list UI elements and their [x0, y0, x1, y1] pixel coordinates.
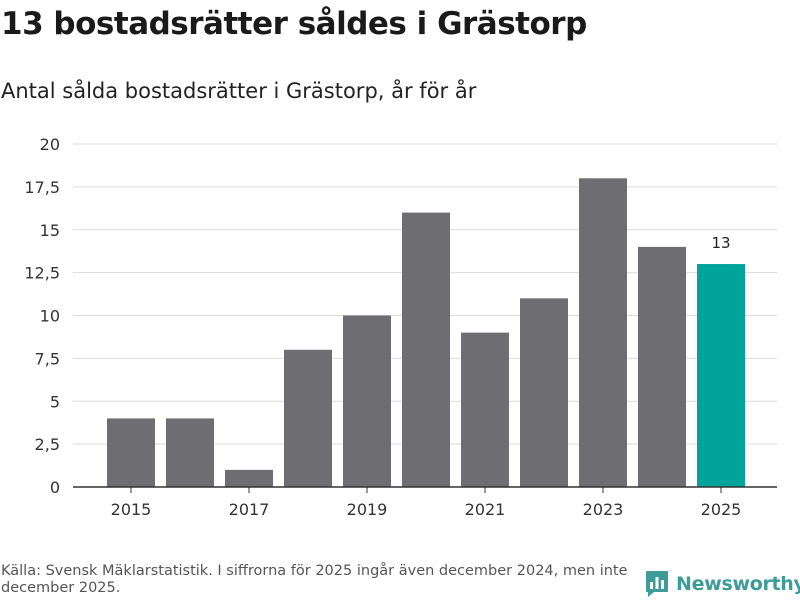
x-tick-label: 2025: [701, 500, 742, 519]
chart-subtitle: Antal sålda bostadsrätter i Grästorp, år…: [1, 79, 477, 103]
x-tick-label: 2019: [347, 500, 388, 519]
logo-text: Newsworthy: [676, 573, 800, 595]
x-axis-ticks: 2015 2017 2019 2021 2023 2025: [111, 487, 742, 519]
x-tick-label: 2021: [465, 500, 506, 519]
bar-2017: [225, 469, 273, 487]
y-tick-label: 17,5: [24, 178, 60, 197]
bar-2019: [343, 315, 391, 487]
data-label-2025: 13: [711, 234, 730, 252]
x-tick-label: 2017: [229, 500, 270, 519]
data-labels: 13: [711, 234, 730, 252]
bar-2022: [520, 298, 568, 487]
x-tick-label: 2023: [583, 500, 624, 519]
bar-2025: [697, 264, 745, 487]
y-tick-label: 20: [40, 135, 60, 154]
y-axis-ticks: 0 2,5 5 7,5 10 12,5 15 17,5 20: [24, 135, 60, 497]
y-tick-label: 15: [40, 221, 60, 240]
bar-2015: [107, 418, 155, 487]
y-tick-label: 0: [50, 478, 60, 497]
bar-2023: [579, 178, 627, 488]
bar-chart-icon: [646, 571, 668, 597]
bar-2018: [284, 349, 332, 487]
y-tick-label: 12,5: [24, 264, 60, 283]
chart-title: 13 bostadsrätter såldes i Grästorp: [1, 6, 587, 42]
source-note: Källa: Svensk Mäklarstatistik. I siffror…: [1, 563, 628, 596]
bars: [107, 178, 745, 488]
newsworthy-logo: Newsworthy: [645, 569, 800, 599]
bar-2024: [638, 246, 686, 487]
x-tick-label: 2015: [111, 500, 152, 519]
y-tick-label: 2,5: [35, 435, 60, 454]
y-tick-label: 10: [40, 307, 60, 326]
bar-2020: [402, 212, 450, 487]
y-tick-label: 7,5: [35, 349, 60, 368]
y-tick-label: 5: [50, 392, 60, 411]
bar-2021: [461, 332, 509, 487]
bar-2016: [166, 418, 214, 487]
